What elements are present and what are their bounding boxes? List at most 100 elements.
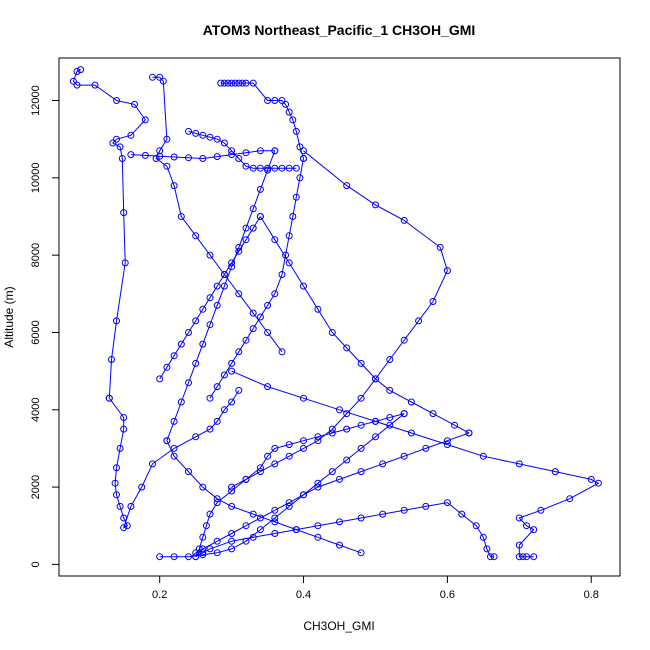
data-point — [407, 429, 415, 437]
data-point — [256, 464, 264, 472]
data-point — [285, 502, 293, 510]
data-point — [271, 236, 279, 244]
data-point — [235, 243, 243, 251]
data-point — [264, 97, 272, 104]
data-point — [242, 149, 250, 157]
data-point — [217, 79, 225, 87]
data-point — [235, 348, 243, 356]
y-tick-label: 6000 — [30, 320, 42, 344]
data-point — [231, 79, 239, 87]
data-point — [264, 452, 272, 460]
data-point — [170, 153, 178, 161]
data-point — [192, 232, 200, 240]
data-point — [472, 522, 480, 530]
data-point — [328, 468, 336, 476]
data-point — [249, 224, 257, 232]
data-point — [256, 468, 264, 476]
data-point — [271, 530, 279, 537]
data-point — [206, 321, 214, 329]
data-point — [443, 441, 451, 449]
data-point — [479, 452, 487, 460]
data-point — [256, 185, 264, 193]
data-point — [519, 553, 527, 561]
data-point — [285, 441, 293, 449]
data-point — [199, 483, 207, 491]
data-point — [213, 282, 221, 290]
data-point — [515, 553, 523, 561]
data-point — [487, 553, 494, 561]
data-point — [314, 533, 322, 541]
data-point — [515, 541, 523, 549]
data-point — [285, 452, 293, 460]
data-point — [328, 425, 336, 433]
data-point — [256, 313, 264, 321]
data-point — [271, 290, 279, 298]
data-point — [206, 133, 214, 141]
series-line-14 — [130, 150, 275, 160]
data-point — [292, 164, 300, 172]
data-point — [120, 514, 128, 522]
data-point — [386, 356, 394, 363]
data-point — [220, 371, 228, 379]
series-line-9 — [195, 413, 405, 557]
series-line-11 — [159, 216, 261, 380]
series-line-7 — [231, 370, 600, 558]
series-line-2 — [152, 76, 283, 353]
data-point — [256, 526, 264, 534]
data-point — [282, 100, 290, 108]
data-point — [127, 131, 135, 139]
data-point — [73, 81, 81, 89]
data-point — [220, 406, 228, 414]
data-point — [300, 491, 307, 499]
series-line-8 — [195, 502, 495, 558]
series-line-12 — [259, 216, 470, 434]
data-point — [213, 417, 221, 425]
data-point — [228, 79, 236, 87]
data-point — [238, 79, 246, 87]
data-point — [407, 398, 415, 406]
data-point — [566, 495, 574, 503]
data-point — [111, 479, 119, 487]
data-point — [386, 414, 394, 421]
data-point — [192, 549, 200, 557]
data-point — [278, 97, 286, 104]
data-point — [118, 155, 126, 162]
data-point — [386, 421, 394, 429]
data-point — [127, 151, 135, 159]
data-point — [336, 475, 343, 483]
data-point — [120, 425, 128, 433]
data-point — [357, 421, 365, 429]
data-point — [249, 325, 257, 333]
data-point — [357, 359, 365, 367]
data-point — [170, 452, 178, 460]
data-point — [105, 394, 113, 402]
y-axis: 0 2000 4000 6000 8000 10000 12000 — [30, 85, 59, 567]
data-point — [537, 506, 545, 514]
data-point — [206, 251, 214, 259]
x-tick-label: 0.4 — [296, 589, 311, 601]
data-point — [199, 545, 207, 553]
data-point — [199, 305, 207, 313]
data-point — [314, 305, 322, 313]
data-point — [357, 514, 365, 522]
data-point — [443, 499, 451, 507]
data-point — [443, 267, 451, 275]
data-point — [199, 131, 207, 139]
data-point — [285, 499, 293, 507]
series-line-5 — [209, 158, 304, 399]
data-point — [551, 468, 559, 476]
data-point — [116, 444, 124, 452]
data-point — [108, 356, 115, 363]
data-point — [116, 502, 124, 510]
y-tick-label: 10000 — [30, 163, 42, 194]
data-point — [113, 97, 120, 104]
data-point — [228, 263, 236, 271]
data-point — [343, 344, 351, 352]
data-point — [300, 437, 307, 445]
data-point — [213, 549, 221, 557]
data-point — [185, 553, 192, 561]
data-point — [415, 317, 423, 325]
data-point — [256, 213, 264, 220]
data-point — [256, 164, 264, 172]
